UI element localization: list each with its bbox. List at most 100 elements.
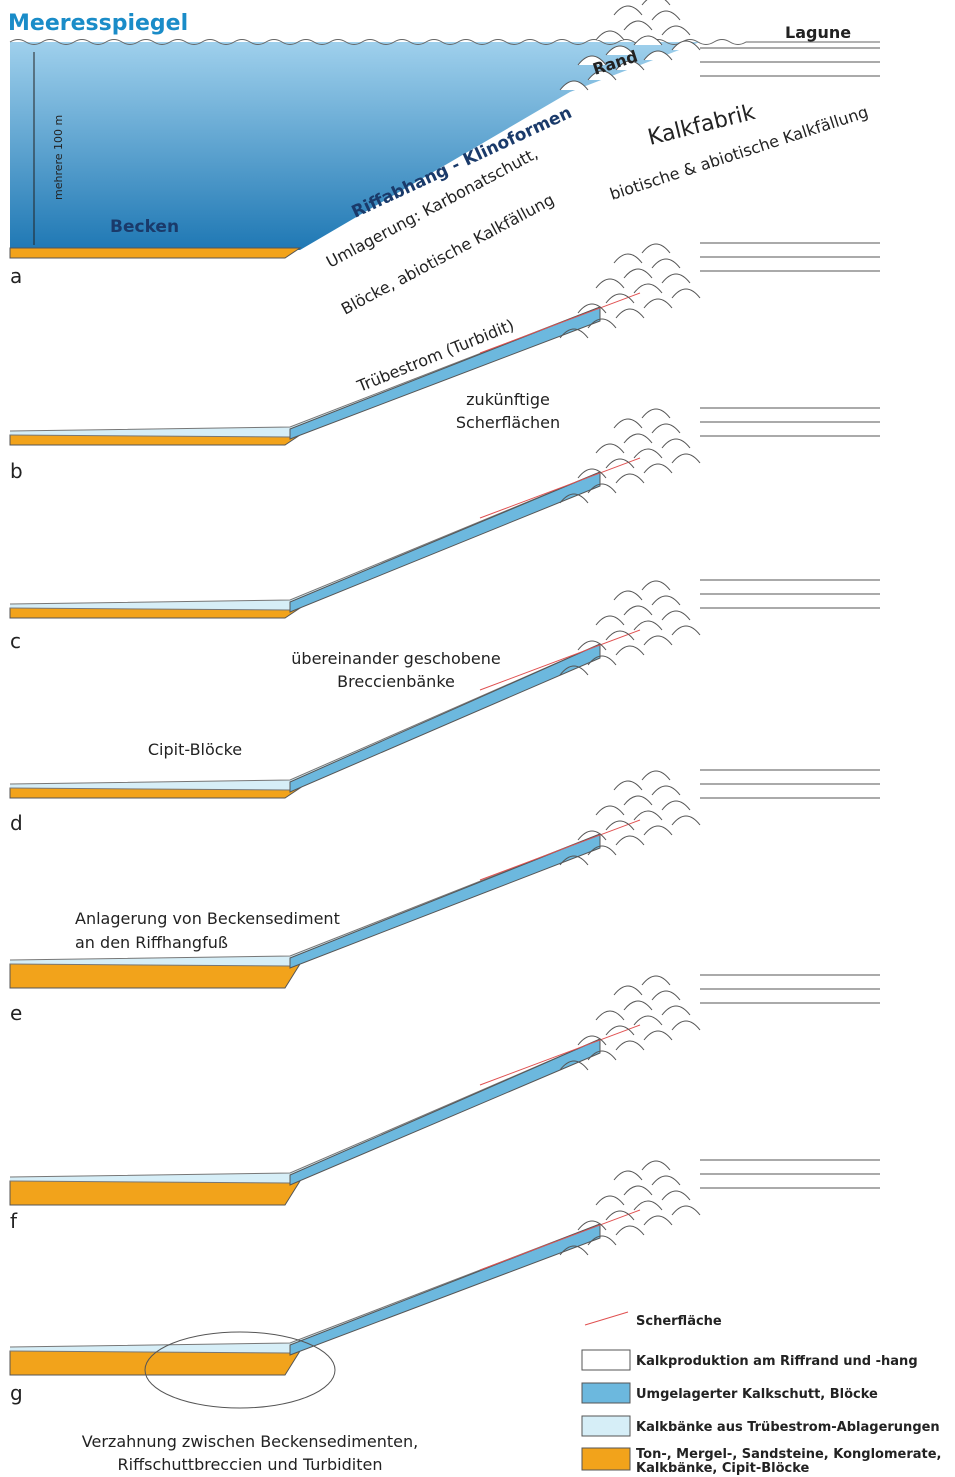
reef-scallop <box>634 284 662 293</box>
legend-label: Kalkproduktion am Riffrand und -hang <box>636 1354 918 1369</box>
annotation: Becken <box>110 217 179 237</box>
basin-sediment <box>10 1351 300 1375</box>
reef-scallop <box>614 591 642 600</box>
reef-scallop <box>616 1226 644 1235</box>
reef-scallop <box>644 1031 672 1040</box>
reef-scallop <box>596 444 624 453</box>
reef-scallop <box>606 821 634 830</box>
reef-scallop <box>672 626 700 635</box>
reef-scallop <box>662 274 690 283</box>
reef-scallop <box>606 1026 634 1035</box>
reef-scallop <box>606 459 634 468</box>
shear-plane <box>480 1210 640 1270</box>
reef-debris <box>290 834 600 968</box>
annotation: Breccienbänke <box>337 672 455 691</box>
panel-label: d <box>10 811 23 835</box>
panel-label: f <box>10 1209 18 1233</box>
reef-scallop <box>596 279 624 288</box>
reef-scallop <box>614 781 642 790</box>
reef-scallop <box>614 986 642 995</box>
annotation: zukünftige <box>466 390 550 409</box>
reef-scallop <box>606 1211 634 1220</box>
basin-sediment <box>10 1181 300 1205</box>
reef-scallop <box>672 816 700 825</box>
reef-scallop <box>672 1206 700 1215</box>
panel-label: e <box>10 1001 22 1025</box>
legend-label: Kalkbänke, Cipit-Blöcke <box>636 1461 810 1476</box>
legend-swatch <box>585 1312 628 1325</box>
basin-sediment <box>10 248 300 258</box>
reef-scallop <box>614 254 642 263</box>
reef-scallop <box>624 796 652 805</box>
annotation: Cipit-Blöcke <box>148 740 242 759</box>
shear-plane <box>480 458 640 518</box>
reef-scallop <box>672 289 700 298</box>
reef-scallop <box>652 991 680 1000</box>
legend-label: Kalkbänke aus Trübestrom-Ablagerungen <box>636 1420 940 1435</box>
reef-scallop <box>624 434 652 443</box>
reef-scallop <box>634 621 662 630</box>
legend-label: Scherfläche <box>636 1314 722 1329</box>
reef-scallop <box>606 631 634 640</box>
turbidite <box>10 1039 600 1183</box>
reef-scallop <box>596 1196 624 1205</box>
reef-scallop <box>634 1201 662 1210</box>
reef-debris <box>290 1039 600 1185</box>
turbidite <box>10 472 600 610</box>
reef-scallop <box>606 294 634 303</box>
reef-scallop <box>652 424 680 433</box>
reef-scallop <box>662 801 690 810</box>
shear-plane <box>480 1025 640 1085</box>
annotation: an den Riffhangfuß <box>75 933 228 952</box>
legend-label: Ton-, Mergel-, Sandsteine, Konglomerate, <box>636 1447 942 1462</box>
reef-scallop <box>614 1171 642 1180</box>
reef-scallop <box>644 464 672 473</box>
legend-swatch <box>582 1350 630 1370</box>
reef-scallop <box>642 0 670 5</box>
panel-label: g <box>10 1381 23 1405</box>
reef-scallop <box>596 1011 624 1020</box>
caption: Verzahnung zwischen Beckensedimenten, <box>82 1432 418 1451</box>
reef-scallop <box>662 1006 690 1015</box>
reef-scallop <box>616 1041 644 1050</box>
reef-scallop <box>662 611 690 620</box>
reef-scallop <box>616 646 644 655</box>
legend-swatch <box>582 1383 630 1403</box>
reef-scallop <box>634 1016 662 1025</box>
reef-scallop <box>616 836 644 845</box>
reef-scallop <box>644 299 672 308</box>
reef-scallop <box>642 771 670 780</box>
reef-scallop <box>642 244 670 253</box>
reef-scallop <box>624 1186 652 1195</box>
legend-swatch <box>582 1416 630 1436</box>
reef-scallop <box>616 474 644 483</box>
reef-scallop <box>672 1021 700 1030</box>
reef-scallop <box>662 1191 690 1200</box>
basin-sediment <box>10 964 300 988</box>
panel-label: c <box>10 629 21 653</box>
title: Meeresspiegel <box>8 11 188 36</box>
turbidite <box>10 1224 600 1353</box>
reef-scallop <box>652 786 680 795</box>
reef-scallop <box>624 606 652 615</box>
reef-scallop <box>662 26 690 35</box>
annotation: Scherflächen <box>456 413 560 432</box>
reef-scallop <box>634 36 662 45</box>
reef-scallop <box>624 269 652 278</box>
reef-scallop <box>596 616 624 625</box>
reef-scallop <box>616 309 644 318</box>
reef-scallop <box>652 596 680 605</box>
panel-label: b <box>10 459 23 483</box>
reef-scallop <box>652 259 680 268</box>
reef-debris <box>290 472 600 612</box>
reef-scallop <box>634 811 662 820</box>
annotation: Anlagerung von Beckensediment <box>75 909 340 928</box>
shear-plane <box>480 820 640 880</box>
reef-scallop <box>624 21 652 30</box>
legend-swatch <box>582 1448 630 1470</box>
reef-scallop <box>614 419 642 428</box>
legend-label: Umgelagerter Kalkschutt, Blöcke <box>636 1387 878 1402</box>
annotation: mehrere 100 m <box>52 115 65 200</box>
reef-scallop <box>642 409 670 418</box>
reef-scallop <box>652 1176 680 1185</box>
